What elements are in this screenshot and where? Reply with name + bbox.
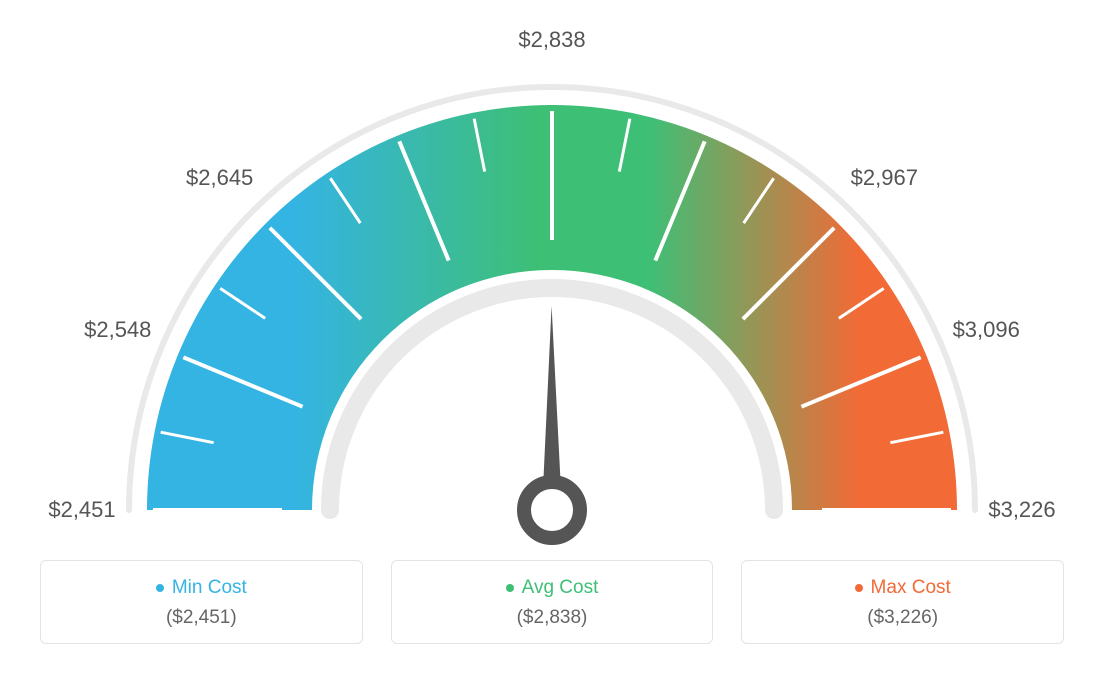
card-title-text: Max Cost bbox=[871, 577, 951, 599]
card-value: ($2,451) bbox=[51, 607, 352, 629]
card-title: Min Cost bbox=[156, 577, 247, 599]
gauge-tick-label: $2,645 bbox=[186, 165, 253, 191]
card-max-cost: Max Cost ($3,226) bbox=[741, 560, 1064, 644]
dot-icon bbox=[156, 584, 164, 592]
dot-icon bbox=[506, 584, 514, 592]
gauge-tick-label: $2,967 bbox=[851, 165, 918, 191]
card-title-text: Avg Cost bbox=[522, 577, 599, 599]
gauge-svg bbox=[0, 0, 1104, 560]
dot-icon bbox=[855, 584, 863, 592]
gauge-tick-label: $2,451 bbox=[48, 497, 115, 523]
summary-cards: Min Cost ($2,451) Avg Cost ($2,838) Max … bbox=[0, 560, 1104, 668]
gauge-tick-label: $3,096 bbox=[953, 317, 1020, 343]
gauge-chart: $2,451 $2,548 $2,645 $2,838 $2,967 $3,096 $3,2… bbox=[0, 0, 1104, 560]
gauge-tick-label: $2,548 bbox=[84, 317, 151, 343]
gauge-tick-label: $3,226 bbox=[988, 497, 1055, 523]
card-title-text: Min Cost bbox=[172, 577, 247, 599]
card-title: Avg Cost bbox=[506, 577, 599, 599]
card-value: ($2,838) bbox=[402, 607, 703, 629]
card-title: Max Cost bbox=[855, 577, 951, 599]
card-avg-cost: Avg Cost ($2,838) bbox=[391, 560, 714, 644]
card-min-cost: Min Cost ($2,451) bbox=[40, 560, 363, 644]
card-value: ($3,226) bbox=[752, 607, 1053, 629]
gauge-tick-label: $2,838 bbox=[518, 27, 585, 53]
